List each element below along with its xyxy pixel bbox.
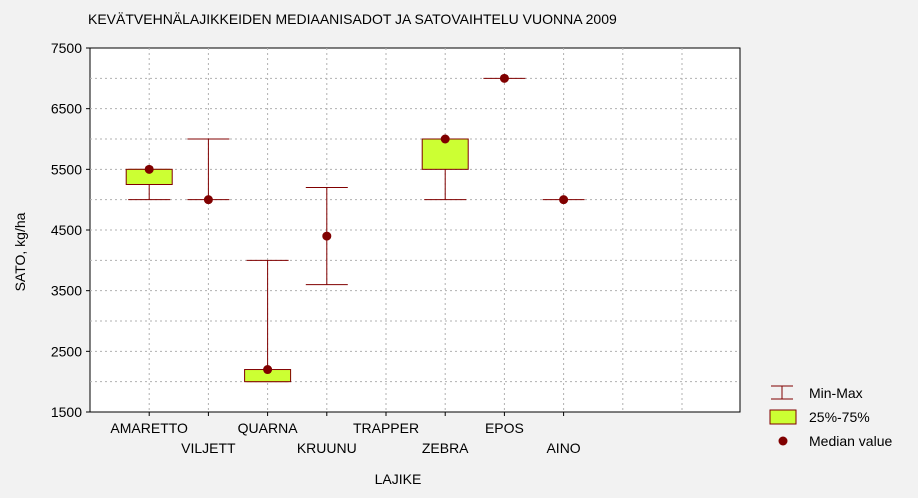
y-tick-label: 5500: [51, 161, 82, 177]
legend-item-median: Median value: [778, 433, 892, 449]
median-dot: [144, 164, 154, 174]
legend-box-label: 25%-75%: [809, 409, 870, 425]
y-tick-label: 3500: [51, 283, 82, 299]
legend-item-box: 25%-75%: [769, 409, 870, 425]
y-tick-label: 1500: [51, 404, 82, 420]
median-dot: [322, 231, 332, 241]
box-plot-item: [483, 73, 526, 83]
y-tick-label: 6500: [51, 101, 82, 117]
chart-title: KEVÄTVEHNÄLAJIKKEIDEN MEDIAANISADOT JA S…: [88, 11, 617, 27]
box-plot-item: [421, 134, 469, 201]
x-tick-label: TRAPPER: [353, 420, 419, 436]
x-tick-label: QUARNA: [238, 420, 299, 436]
y-tick-label: 4500: [51, 222, 82, 238]
legend-median-label: Median value: [809, 433, 892, 449]
legend-median-dot: [778, 436, 788, 446]
legend-box-swatch: [769, 409, 797, 425]
x-tick-label: ZEBRA: [422, 440, 469, 456]
y-axis-label: SATO, kg/ha: [12, 212, 28, 291]
box-plot-item: [542, 195, 585, 205]
x-tick-label: AMARETTO: [110, 420, 188, 436]
x-axis-label: LAJIKE: [375, 471, 422, 487]
legend: Min-Max 25%-75% Median value: [769, 385, 892, 449]
median-dot: [203, 195, 213, 205]
x-tick-label: AINO: [546, 440, 580, 456]
box-plot-item: [305, 187, 348, 286]
y-tick-label: 7500: [51, 40, 82, 56]
x-tick-label: EPOS: [485, 420, 524, 436]
legend-item-minmax: Min-Max: [771, 385, 863, 401]
y-tick-label: 2500: [51, 343, 82, 359]
y-axis-ticks: 1500 2500 3500 4500 5500 6500 7500: [51, 40, 90, 420]
median-dot: [440, 134, 450, 144]
grid: [90, 48, 740, 412]
median-dot: [263, 365, 273, 375]
x-tick-label: VILJETT: [181, 440, 236, 456]
box-plot-item: [125, 164, 173, 201]
box-plot-item: [187, 138, 230, 205]
legend-minmax-label: Min-Max: [809, 385, 863, 401]
iqr-box: [421, 138, 469, 170]
median-dot: [559, 195, 569, 205]
chart-marks: [125, 73, 585, 383]
box-plot-item: [244, 259, 292, 383]
x-tick-label: KRUUNU: [297, 440, 357, 456]
median-dot: [499, 73, 509, 83]
